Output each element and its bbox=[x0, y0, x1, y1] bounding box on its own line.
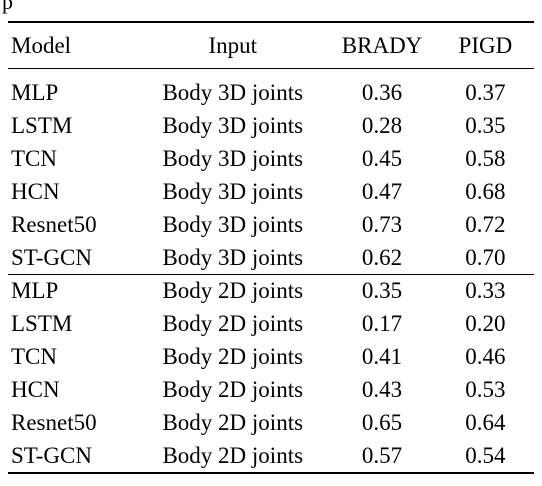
cell-pigd: 0.64 bbox=[465, 410, 506, 435]
cell-pigd: 0.35 bbox=[465, 113, 506, 138]
table-group-3d: MLP Body 3D joints 0.36 0.37 LSTM Body 3D joi… bbox=[8, 69, 534, 275]
cell-input: Body 3D joints bbox=[162, 80, 304, 106]
cell-brady: 0.43 bbox=[361, 377, 403, 402]
cell-model: HCN bbox=[11, 377, 60, 402]
cell-pigd: 0.53 bbox=[465, 377, 506, 402]
header-brady: BRADY bbox=[341, 32, 423, 58]
cell-brady: 0.73 bbox=[361, 212, 403, 237]
cell-brady: 0.41 bbox=[361, 344, 403, 369]
cell-pigd: 0.58 bbox=[465, 146, 506, 171]
table-row: HCN Body 2D joints 0.43 0.53 bbox=[8, 374, 534, 407]
cell-model: Resnet50 bbox=[11, 410, 97, 435]
table-row: LSTM Body 3D joints 0.28 0.35 bbox=[8, 110, 534, 143]
cell-pigd: 0.46 bbox=[465, 344, 506, 369]
header-input: Input bbox=[208, 32, 258, 58]
cell-input: Body 2D joints bbox=[162, 278, 304, 304]
table-row: ST-GCN Body 2D joints 0.57 0.54 bbox=[8, 440, 534, 473]
cell-pigd: 0.68 bbox=[465, 179, 506, 204]
cell-brady: 0.36 bbox=[361, 80, 403, 106]
cell-input: Body 3D joints bbox=[162, 146, 304, 171]
table-row: TCN Body 2D joints 0.41 0.46 bbox=[8, 341, 534, 374]
results-table: Model Input BRADY PIGD MLP Body 3D joints… bbox=[8, 21, 534, 474]
cell-input: Body 2D joints bbox=[162, 344, 304, 369]
cell-model: LSTM bbox=[11, 113, 73, 138]
cell-brady: 0.17 bbox=[361, 311, 403, 336]
cell-input: Body 3D joints bbox=[162, 212, 304, 237]
table-row: HCN Body 3D joints 0.47 0.68 bbox=[8, 176, 534, 209]
table-row: MLP Body 2D joints 0.35 0.33 bbox=[8, 275, 534, 308]
table-row: ST-GCN Body 3D joints 0.62 0.70 bbox=[8, 242, 534, 275]
table-group-2d: MLP Body 2D joints 0.35 0.33 LSTM Body 2D joi… bbox=[8, 274, 534, 473]
cell-brady: 0.47 bbox=[361, 179, 403, 204]
cell-model: ST-GCN bbox=[11, 442, 92, 468]
cell-pigd: 0.20 bbox=[465, 311, 506, 336]
cell-pigd: 0.70 bbox=[465, 244, 506, 270]
cell-pigd: 0.37 bbox=[465, 80, 506, 106]
table-row: TCN Body 3D joints 0.45 0.58 bbox=[8, 143, 534, 176]
cell-model: MLP bbox=[11, 80, 59, 106]
cell-brady: 0.57 bbox=[361, 442, 403, 468]
cell-brady: 0.65 bbox=[361, 410, 403, 435]
cell-model: HCN bbox=[11, 179, 60, 204]
cell-model: LSTM bbox=[11, 311, 73, 336]
table-header: Model Input BRADY PIGD bbox=[8, 22, 534, 69]
cell-input: Body 3D joints bbox=[162, 179, 304, 204]
cell-input: Body 2D joints bbox=[162, 377, 304, 402]
table-row: Resnet50 Body 3D joints 0.73 0.72 bbox=[8, 209, 534, 242]
header-model: Model bbox=[11, 32, 72, 58]
cell-input: Body 2D joints bbox=[162, 442, 304, 468]
table-row: MLP Body 3D joints 0.36 0.37 bbox=[8, 69, 534, 110]
cell-model: Resnet50 bbox=[11, 212, 97, 237]
cell-model: ST-GCN bbox=[11, 244, 92, 270]
cell-model: TCN bbox=[11, 146, 57, 171]
cell-input: Body 2D joints bbox=[162, 410, 304, 435]
cell-input: Body 2D joints bbox=[162, 311, 304, 336]
cell-brady: 0.45 bbox=[361, 146, 403, 171]
cell-pigd: 0.72 bbox=[465, 212, 506, 237]
cell-pigd: 0.54 bbox=[465, 442, 506, 468]
table-row: LSTM Body 2D joints 0.17 0.20 bbox=[8, 308, 534, 341]
clipped-caption-text: p bbox=[2, 0, 13, 14]
cell-model: TCN bbox=[11, 344, 57, 369]
cell-brady: 0.62 bbox=[361, 244, 403, 270]
cell-model: MLP bbox=[11, 278, 59, 304]
cell-brady: 0.35 bbox=[361, 278, 403, 304]
header-row: Model Input BRADY PIGD bbox=[8, 22, 534, 69]
cell-brady: 0.28 bbox=[361, 113, 403, 138]
cell-input: Body 3D joints bbox=[162, 244, 304, 270]
cell-pigd: 0.33 bbox=[465, 278, 506, 304]
header-pigd: PIGD bbox=[458, 32, 513, 58]
cell-input: Body 3D joints bbox=[162, 113, 304, 138]
table-row: Resnet50 Body 2D joints 0.65 0.64 bbox=[8, 407, 534, 440]
